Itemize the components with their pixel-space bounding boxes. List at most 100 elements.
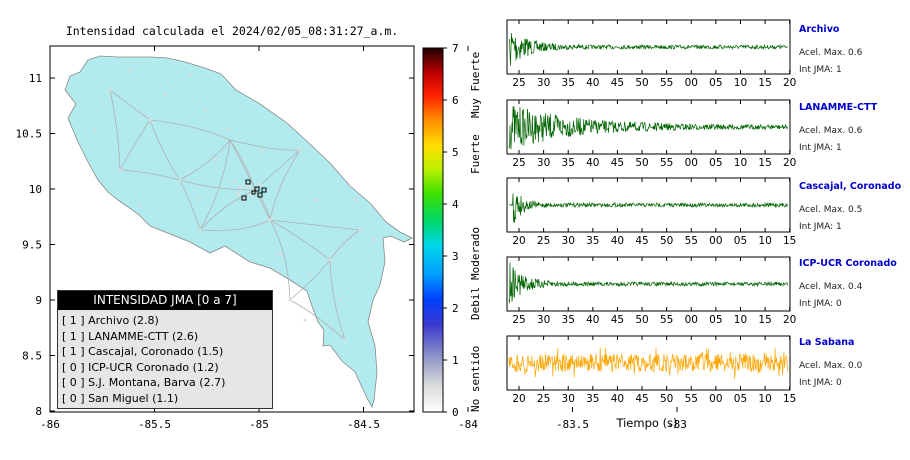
colorbar-tick-label: 6 — [452, 94, 459, 107]
colorbar-label-no-sentido: No sentido — [469, 346, 482, 412]
waveform-tick-label: 25 — [512, 157, 525, 169]
town-dot — [343, 338, 347, 342]
station-int-cascajal: Int JMA: 1 — [799, 222, 842, 232]
station-name-archivo: Archivo — [799, 24, 840, 35]
town-dot — [163, 93, 167, 97]
waveform-tick-label: 35 — [562, 314, 575, 326]
map-x-tick-label: -85.5 — [138, 418, 171, 431]
waveform-tick-label: 00 — [685, 77, 698, 89]
town-dot — [238, 186, 242, 190]
map-x-tick-label: -83.5 — [556, 418, 589, 431]
waveform-tick-label: 35 — [562, 157, 575, 169]
map-y-tick-label: 11 — [29, 72, 42, 85]
colorbar-tick-label: 2 — [452, 302, 459, 315]
map-y-tick-label: 10 — [29, 183, 42, 196]
colorbar-label-muy-fuerte: Muy Fuerte — [469, 52, 482, 118]
waveform-tick-label: 55 — [685, 235, 698, 247]
waveform-tick-label: 10 — [734, 314, 747, 326]
town-dot — [268, 218, 272, 222]
town-dot — [108, 88, 112, 92]
road-line — [179, 139, 231, 181]
road-line — [229, 139, 301, 151]
waveform-tick-label: 55 — [660, 157, 673, 169]
town-dot — [260, 148, 264, 152]
map-y-tick-label: 8 — [35, 405, 42, 418]
waveform-trace — [508, 105, 788, 150]
town-dot — [358, 228, 362, 232]
map-x-tick-label: -86 — [40, 418, 60, 431]
waveform-tick-label: 00 — [709, 235, 722, 247]
colorbar-label-fuerte: Fuerte — [469, 134, 482, 174]
waveform-tick-label: 15 — [758, 77, 771, 89]
road-line — [179, 179, 201, 231]
waveform-tick-label: 35 — [586, 235, 599, 247]
town-dot — [328, 258, 332, 262]
town-dot — [188, 73, 192, 77]
waveform-tick-label: 20 — [783, 77, 796, 89]
waveform-tick-label: 30 — [537, 77, 550, 89]
station-int-la-sabana: Int JMA: 0 — [799, 378, 842, 388]
waveform-tick-label: 50 — [660, 393, 673, 405]
town-markers — [93, 68, 377, 342]
road-line — [269, 219, 291, 301]
road-line — [179, 179, 256, 191]
colorbar-tick-label: 4 — [452, 198, 459, 211]
road-line — [199, 219, 271, 232]
colorbar-tick-label: 7 — [452, 42, 459, 55]
waveform-tick-label: 40 — [586, 77, 599, 89]
town-dot — [236, 192, 240, 196]
town-dot — [213, 158, 217, 162]
map-y-tick-label: 10.5 — [16, 128, 43, 141]
waveform-tick-label: 15 — [758, 157, 771, 169]
station-int-archivo: Int JMA: 1 — [799, 65, 842, 75]
map-x-tick-label: -84 — [458, 418, 478, 431]
station-name-lanamme: LANAMME-CTT — [799, 102, 878, 113]
town-dot — [138, 203, 142, 207]
town-dot — [93, 128, 97, 132]
road-line — [289, 259, 331, 301]
waveform-tick-label: 25 — [512, 77, 525, 89]
station-name-la-sabana: La Sabana — [799, 337, 855, 348]
waveform-tick-label: 55 — [660, 314, 673, 326]
waveform-tick-label: 30 — [537, 157, 550, 169]
waveform-tick-label: 05 — [734, 393, 747, 405]
map-y-tick-label: 8.5 — [22, 350, 42, 363]
waveform-panel: 25 30 35 40 45 50 55 00 05 10 15 20 — [506, 99, 796, 169]
legend-item-archivo: [ 1 ] Archivo (2.8) — [62, 314, 159, 327]
costa-rica-landmass — [64, 55, 413, 409]
waveform-tick-label: 00 — [685, 314, 698, 326]
town-dot — [128, 68, 132, 72]
town-dot — [278, 253, 282, 257]
waveform-tick-label: 10 — [758, 393, 771, 405]
waveform-panels: 25 30 35 40 45 50 55 00 05 10 15 20 25 30 35 40 45 50 55 00… — [506, 19, 796, 405]
legend-title: INTENSIDAD JMA [0 a 7] — [58, 291, 272, 310]
town-dot — [288, 298, 292, 302]
town-dot — [148, 118, 152, 122]
waveform-tick-label: 15 — [783, 235, 796, 247]
waveform-panel: 20 25 30 35 40 45 50 55 00 05 10 15 — [506, 177, 796, 247]
waveform-tick-label: 10 — [734, 157, 747, 169]
station-acc-lanamme: Acel. Max. 0.6 — [799, 126, 863, 136]
intensity-legend: INTENSIDAD JMA [0 a 7] [ 1 ] Archivo (2.… — [57, 290, 273, 409]
road-line — [269, 219, 331, 261]
waveform-tick-label: 30 — [537, 314, 550, 326]
waveform-tick-label: 50 — [660, 235, 673, 247]
waveform-tick-label: 45 — [635, 393, 648, 405]
map-y-axis: 11 10.5 10 9.5 9 8.5 8 — [16, 72, 414, 418]
town-dot — [298, 148, 302, 152]
waveform-trace — [508, 193, 788, 223]
waveform-tick-label: 20 — [783, 157, 796, 169]
town-dot — [203, 108, 207, 112]
town-dot — [373, 238, 377, 242]
map-x-tick-label: -84.5 — [347, 418, 380, 431]
town-dot — [118, 168, 122, 172]
waveform-tick-label: 25 — [537, 235, 550, 247]
waveform-tick-label: 50 — [635, 157, 648, 169]
town-dot — [196, 196, 200, 200]
waveform-tick-label: 15 — [758, 314, 771, 326]
waveform-tick-label: 25 — [512, 314, 525, 326]
map-y-tick-label: 9 — [35, 294, 42, 307]
legend-item-san-miguel: [ 0 ] San Miguel (1.1) — [62, 391, 179, 405]
colorbar-label-moderado: Moderado — [469, 227, 482, 280]
